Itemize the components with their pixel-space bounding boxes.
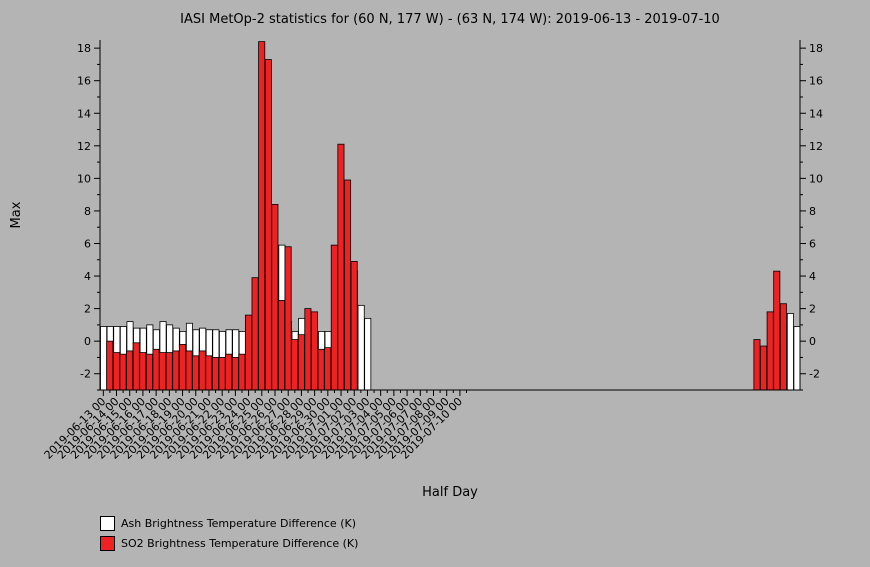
y-tick-label-right: 10 (809, 172, 823, 185)
so2-bar (238, 353, 246, 391)
legend-item-ash: Ash Brightness Temperature Difference (K… (100, 513, 358, 533)
y-tick-label-left: 8 (84, 205, 91, 218)
y-tick-label-left: 2 (84, 303, 91, 316)
so2-bar (152, 348, 160, 391)
so2-bar (251, 277, 259, 391)
y-tick-label-left: 0 (84, 335, 91, 348)
x-axis-label: Half Day (422, 485, 478, 500)
y-tick-label-right: 18 (809, 42, 823, 55)
y-tick-label-right: -2 (809, 368, 820, 381)
so2-bar (231, 357, 239, 391)
ash-bar (793, 326, 801, 391)
y-axis-label: Max (9, 201, 24, 228)
y-tick-label-right: 16 (809, 75, 823, 88)
so2-bar (218, 357, 226, 391)
y-tick-label-left: -2 (80, 368, 91, 381)
so2-bar (317, 348, 325, 391)
so2-bar (145, 353, 153, 391)
so2-bar (277, 300, 285, 391)
legend-swatch-so2 (100, 535, 115, 551)
y-tick-label-right: 0 (809, 335, 816, 348)
so2-bar (344, 179, 352, 391)
so2-bar (264, 59, 272, 391)
y-tick-label-right: 12 (809, 140, 823, 153)
so2-bar (779, 303, 787, 391)
chart-title: IASI MetOp-2 statistics for (60 N, 177 W… (180, 12, 720, 27)
y-tick-label-left: 6 (84, 237, 91, 250)
legend-swatch-ash (100, 515, 115, 531)
so2-bar (112, 352, 120, 391)
y-tick-label-right: 4 (809, 270, 816, 283)
so2-bar (244, 314, 252, 391)
y-tick-label-left: 18 (77, 42, 91, 55)
so2-bar (258, 41, 266, 391)
so2-bar (271, 204, 279, 391)
ash-bar (357, 304, 365, 391)
so2-bar (185, 350, 193, 391)
so2-bar (284, 246, 292, 391)
so2-bar (760, 345, 768, 391)
so2-bar (165, 352, 173, 391)
so2-bar (753, 339, 761, 391)
ash-bar (364, 317, 372, 391)
so2-bar (192, 355, 200, 391)
so2-bar (766, 311, 774, 391)
legend: Ash Brightness Temperature Difference (K… (100, 513, 358, 553)
so2-bar (205, 355, 213, 391)
y-tick-label-left: 4 (84, 270, 91, 283)
so2-bar (330, 244, 338, 391)
legend-label-so2: SO2 Brightness Temperature Difference (K… (121, 536, 359, 550)
so2-bar (172, 350, 180, 391)
y-tick-label-left: 16 (77, 75, 91, 88)
so2-bar (211, 357, 219, 391)
so2-bar (159, 352, 167, 391)
so2-bar (119, 353, 127, 391)
so2-bar (773, 270, 781, 391)
so2-bar (225, 353, 233, 391)
so2-bar (337, 143, 345, 391)
y-tick-label-left: 14 (77, 107, 91, 120)
so2-bar (304, 308, 312, 391)
so2-bar (297, 334, 305, 391)
so2-bar (350, 260, 358, 391)
ash-bar (786, 313, 794, 391)
so2-bar (311, 311, 319, 391)
so2-bar (324, 347, 332, 391)
so2-bar (139, 352, 147, 391)
so2-bar (198, 350, 206, 391)
legend-item-so2: SO2 Brightness Temperature Difference (K… (100, 533, 358, 553)
y-tick-label-right: 8 (809, 205, 816, 218)
so2-bar (178, 344, 186, 391)
legend-label-ash: Ash Brightness Temperature Difference (K… (121, 516, 356, 530)
so2-bar (132, 342, 140, 391)
ash-bar (100, 326, 108, 391)
y-tick-label-right: 2 (809, 303, 816, 316)
y-tick-label-right: 14 (809, 107, 823, 120)
so2-bar (291, 339, 299, 391)
y-tick-label-right: 6 (809, 237, 816, 250)
so2-bar (106, 340, 114, 391)
y-tick-label-left: 10 (77, 172, 91, 185)
so2-bar (126, 350, 134, 391)
y-tick-label-left: 12 (77, 140, 91, 153)
